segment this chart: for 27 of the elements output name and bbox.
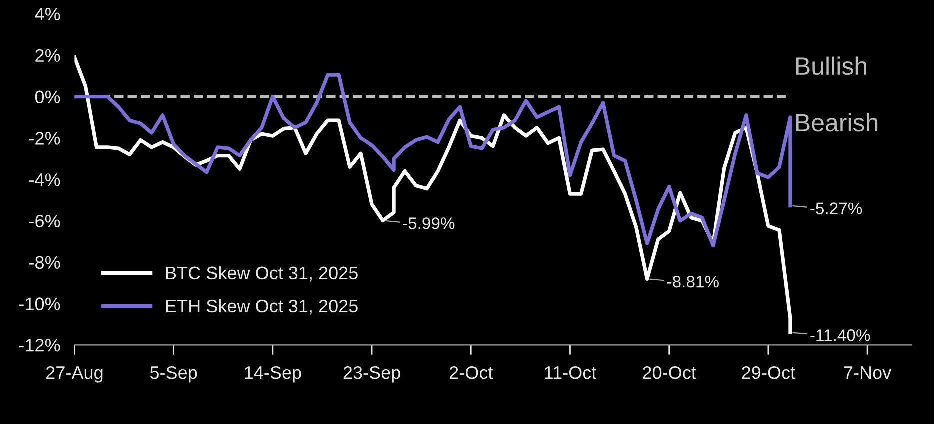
x-tick-label: 20-Oct — [643, 366, 696, 380]
y-tick-label: -8% — [30, 256, 60, 270]
y-tick-label: -10% — [19, 298, 60, 310]
x-tick-label: 14-Sep — [245, 366, 302, 383]
annotation: -8.81% — [667, 276, 719, 288]
annotation: -5.27% — [810, 202, 862, 214]
x-tick-label: 7-Nov — [844, 366, 892, 380]
y-tick-label: -2% — [30, 132, 60, 145]
x-tick-label: 2-Oct — [450, 366, 494, 380]
y-tick-label: -12% — [19, 339, 60, 352]
y-tick-label: -4% — [30, 174, 60, 186]
legend-label: BTC Skew Oct 31, 2025 — [166, 266, 358, 282]
y-tick-label: 4% — [35, 8, 60, 21]
x-tick-label: 5-Sep — [150, 366, 198, 383]
annotation: -11.40% — [810, 330, 870, 342]
annotation: Bearish — [796, 113, 878, 132]
y-tick-label: 2% — [36, 49, 60, 62]
y-tick-label: -6% — [30, 214, 60, 228]
legend-label: ETH Skew Oct 31, 2025 — [166, 299, 358, 315]
x-tick-label: 11-Oct — [545, 366, 597, 380]
line-series — [74, 73, 792, 248]
x-tick-label: 23-Sep — [344, 366, 400, 383]
annotation: Bullish — [796, 56, 866, 76]
y-tick-label: 0% — [35, 90, 60, 104]
annotation: -5.99% — [403, 218, 455, 230]
x-tick-label: 29-Oct — [742, 366, 796, 380]
x-tick-label: 27-Aug — [46, 366, 103, 383]
